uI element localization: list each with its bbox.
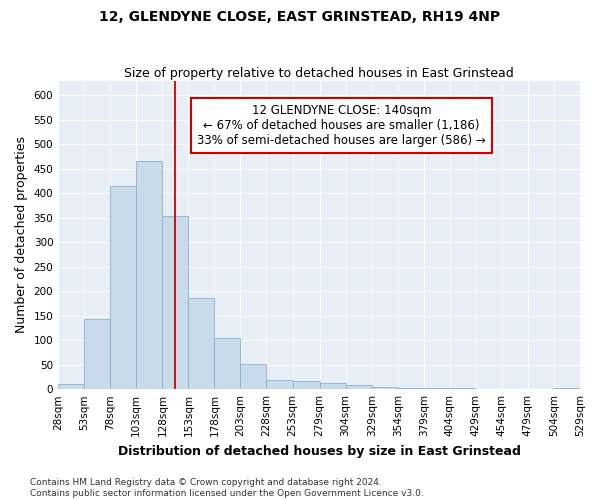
Bar xyxy=(241,364,266,389)
Y-axis label: Number of detached properties: Number of detached properties xyxy=(15,136,28,334)
Text: Contains HM Land Registry data © Crown copyright and database right 2024.
Contai: Contains HM Land Registry data © Crown c… xyxy=(30,478,424,498)
Bar xyxy=(214,338,241,389)
Bar xyxy=(84,319,110,389)
Bar xyxy=(58,384,84,389)
X-axis label: Distribution of detached houses by size in East Grinstead: Distribution of detached houses by size … xyxy=(118,444,521,458)
Bar xyxy=(188,298,214,389)
Bar xyxy=(320,383,346,389)
Bar xyxy=(450,388,476,389)
Bar xyxy=(554,388,580,389)
Bar xyxy=(346,386,371,389)
Bar xyxy=(371,386,398,389)
Bar xyxy=(398,388,424,389)
Bar xyxy=(163,216,188,389)
Text: 12 GLENDYNE CLOSE: 140sqm
← 67% of detached houses are smaller (1,186)
33% of se: 12 GLENDYNE CLOSE: 140sqm ← 67% of detac… xyxy=(197,104,486,147)
Bar xyxy=(424,388,450,389)
Bar xyxy=(266,380,293,389)
Bar xyxy=(110,186,136,389)
Title: Size of property relative to detached houses in East Grinstead: Size of property relative to detached ho… xyxy=(124,66,514,80)
Text: 12, GLENDYNE CLOSE, EAST GRINSTEAD, RH19 4NP: 12, GLENDYNE CLOSE, EAST GRINSTEAD, RH19… xyxy=(100,10,500,24)
Bar xyxy=(136,162,163,389)
Bar xyxy=(293,381,320,389)
